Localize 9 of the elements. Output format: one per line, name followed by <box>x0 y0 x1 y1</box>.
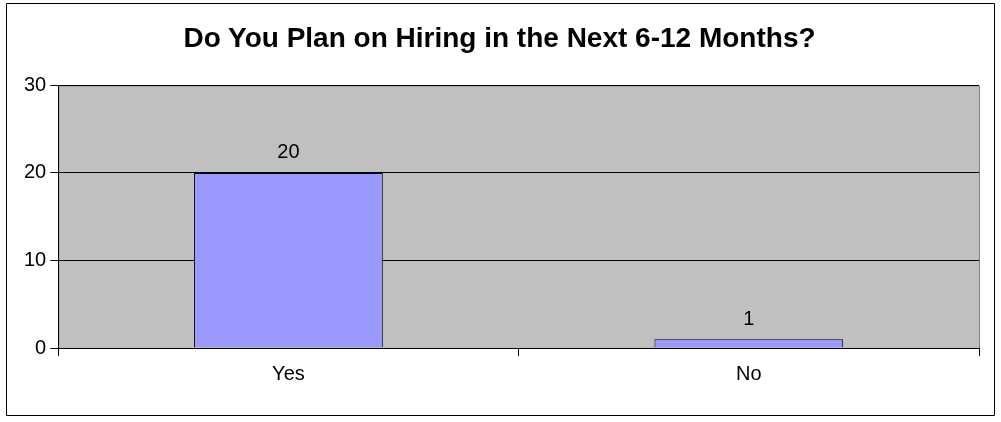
data-label: 20 <box>277 140 300 163</box>
chart-title: Do You Plan on Hiring in the Next 6-12 Months? <box>183 22 816 54</box>
x-tick-label: Yes <box>272 361 305 384</box>
data-label: 1 <box>743 306 755 329</box>
y-tick-label: 0 <box>35 335 47 358</box>
y-tick-label: 30 <box>24 72 47 95</box>
y-tick-label: 10 <box>24 247 47 270</box>
x-tick-label: No <box>736 361 762 384</box>
y-tick-label: 20 <box>24 160 47 183</box>
